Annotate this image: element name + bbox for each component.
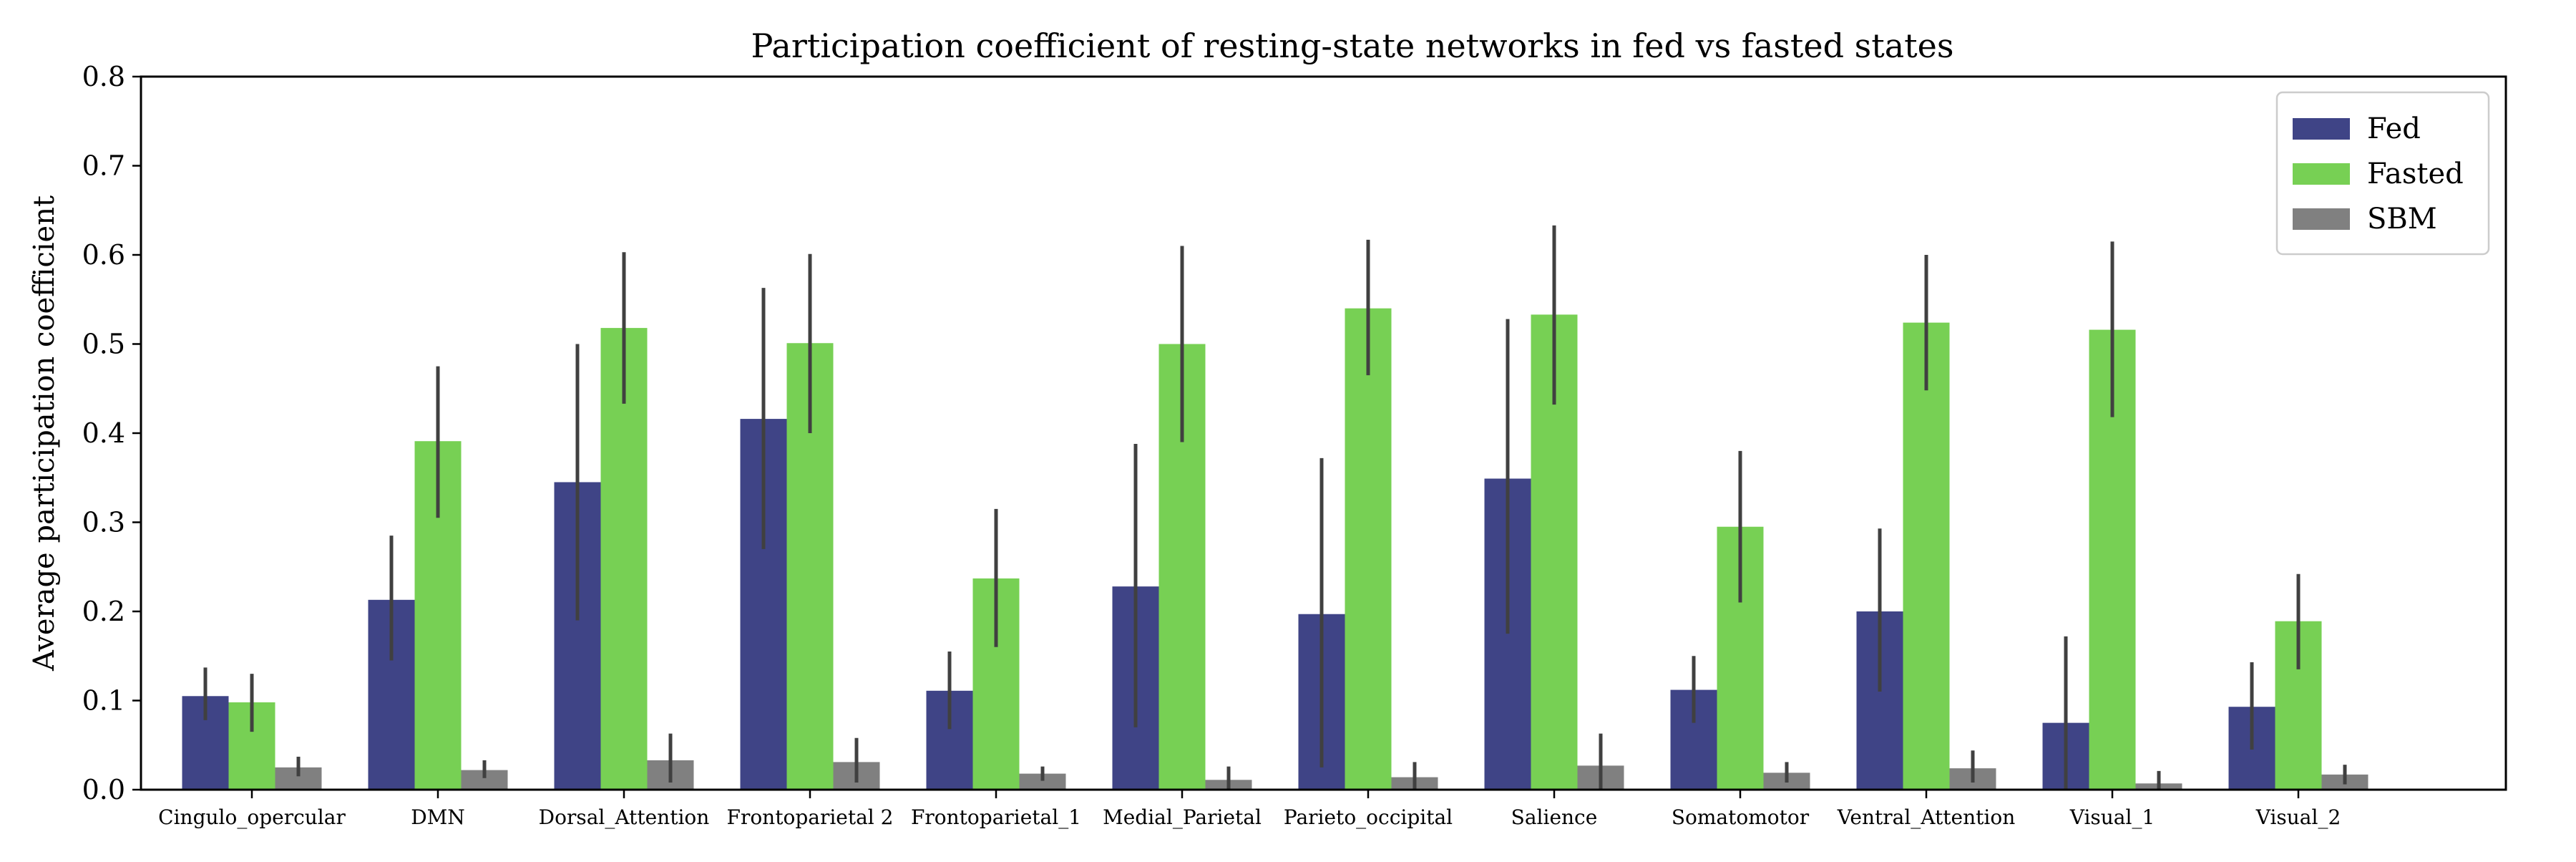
legend-label-sbm: SBM [2367, 203, 2437, 236]
y-tick-label: 0.0 [82, 774, 125, 805]
legend-swatch-fed [2293, 118, 2350, 140]
y-tick-label: 0.4 [82, 417, 125, 449]
legend-swatch-sbm [2293, 208, 2350, 230]
legend-swatch-fasted [2293, 163, 2350, 185]
plot-area: Cingulo_opercular DMN Dorsal_Attention Fron… [82, 61, 2507, 829]
bar-fasted-9 [1903, 322, 1950, 790]
bar-sbm-4 [1019, 773, 1066, 790]
bar-fasted-6 [1345, 308, 1392, 790]
y-tick-label: 0.6 [82, 239, 125, 271]
chart-title: Participation coefficient of resting-sta… [751, 26, 1954, 65]
legend-label-fasted: Fasted [2367, 158, 2464, 190]
x-tick-label: Frontoparietal_1 [911, 805, 1081, 829]
y-tick-label: 0.8 [82, 61, 125, 92]
x-tick-label: Frontoparietal 2 [727, 805, 894, 829]
x-tick-label: DMN [411, 805, 465, 829]
legend-label-fed: Fed [2367, 112, 2421, 145]
x-tick-label: Somatomotor [1672, 805, 1810, 829]
y-tick-label: 0.1 [82, 685, 125, 717]
legend: Fed Fasted SBM [2275, 91, 2490, 256]
x-tick-label: Visual_1 [2069, 805, 2155, 829]
x-tick-label: Ventral_Attention [1837, 805, 2015, 829]
x-tick-label: Medial_Parietal [1103, 805, 1262, 829]
x-tick-label: Dorsal_Attention [539, 805, 710, 829]
bar-fasted-2 [600, 328, 648, 790]
y-tick-label: 0.7 [82, 150, 125, 182]
y-axis-label: Average participation coefficient [28, 195, 61, 672]
x-tick-label: Visual_2 [2255, 805, 2341, 829]
plot-frame [140, 75, 2507, 791]
x-tick-label: Parieto_occipital [1284, 805, 1453, 829]
x-tick-label: Cingulo_opercular [158, 805, 346, 829]
y-tick-label: 0.3 [82, 507, 125, 538]
y-tick-label: 0.2 [82, 596, 125, 627]
x-tick-label: Salience [1511, 805, 1598, 829]
y-tick-label: 0.5 [82, 329, 125, 360]
